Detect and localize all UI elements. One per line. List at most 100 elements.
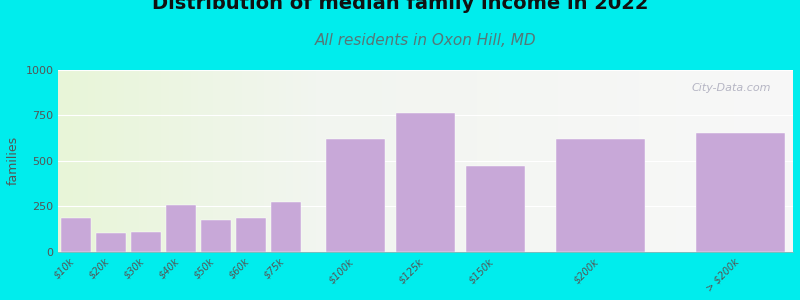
Bar bbox=[330, 70, 338, 251]
Bar bbox=[683, 70, 690, 251]
Bar bbox=[455, 70, 462, 251]
Bar bbox=[705, 70, 712, 251]
Bar bbox=[631, 70, 638, 251]
Bar bbox=[690, 70, 698, 251]
Bar bbox=[749, 70, 756, 251]
Bar bbox=[543, 70, 550, 251]
Bar bbox=[698, 70, 705, 251]
Bar bbox=[499, 70, 506, 251]
Bar bbox=[58, 70, 66, 251]
Bar bbox=[338, 70, 345, 251]
Bar bbox=[558, 70, 566, 251]
Bar bbox=[227, 70, 234, 251]
Bar bbox=[66, 70, 73, 251]
Bar bbox=[271, 202, 301, 251]
Bar bbox=[756, 70, 764, 251]
Bar bbox=[73, 70, 81, 251]
Bar bbox=[213, 70, 220, 251]
Bar bbox=[668, 70, 675, 251]
Bar bbox=[742, 70, 749, 251]
Bar bbox=[359, 70, 367, 251]
Bar bbox=[441, 70, 448, 251]
Bar bbox=[250, 70, 257, 251]
Bar bbox=[206, 70, 213, 251]
Bar bbox=[696, 134, 785, 251]
Bar bbox=[771, 70, 778, 251]
Bar bbox=[522, 70, 529, 251]
Bar bbox=[201, 220, 230, 251]
Bar bbox=[411, 70, 418, 251]
Bar bbox=[602, 70, 610, 251]
Bar bbox=[418, 70, 426, 251]
Bar bbox=[712, 70, 719, 251]
Bar bbox=[131, 232, 161, 251]
Bar bbox=[778, 70, 786, 251]
Bar bbox=[514, 70, 522, 251]
Bar bbox=[278, 70, 286, 251]
Bar bbox=[466, 166, 526, 251]
Bar bbox=[190, 70, 198, 251]
Bar bbox=[580, 70, 587, 251]
Bar bbox=[529, 70, 536, 251]
Bar bbox=[301, 70, 308, 251]
Bar bbox=[638, 70, 646, 251]
Bar bbox=[506, 70, 514, 251]
Bar bbox=[162, 70, 169, 251]
Bar bbox=[110, 70, 117, 251]
Text: City-Data.com: City-Data.com bbox=[691, 82, 771, 93]
Bar bbox=[536, 70, 543, 251]
Bar bbox=[448, 70, 455, 251]
Bar bbox=[242, 70, 250, 251]
Bar bbox=[556, 139, 646, 251]
Bar bbox=[146, 70, 154, 251]
Bar bbox=[367, 70, 374, 251]
Bar bbox=[323, 70, 330, 251]
Bar bbox=[117, 70, 125, 251]
Bar bbox=[470, 70, 477, 251]
Text: Distribution of median family income in 2022: Distribution of median family income in … bbox=[152, 0, 648, 13]
Bar bbox=[550, 70, 558, 251]
Bar bbox=[234, 70, 242, 251]
Bar bbox=[139, 70, 146, 251]
Bar bbox=[95, 70, 102, 251]
Bar bbox=[675, 70, 683, 251]
Y-axis label: families: families bbox=[7, 136, 20, 185]
Bar bbox=[198, 70, 206, 251]
Bar bbox=[96, 233, 126, 251]
Bar bbox=[426, 70, 433, 251]
Bar bbox=[315, 70, 323, 251]
Bar bbox=[661, 70, 668, 251]
Bar bbox=[727, 70, 734, 251]
Bar bbox=[396, 70, 404, 251]
Bar bbox=[617, 70, 624, 251]
Bar bbox=[81, 70, 88, 251]
Bar bbox=[610, 70, 617, 251]
Bar bbox=[264, 70, 271, 251]
Bar bbox=[176, 70, 183, 251]
Bar bbox=[236, 218, 266, 251]
Bar bbox=[654, 70, 661, 251]
Bar bbox=[492, 70, 499, 251]
Bar bbox=[382, 70, 389, 251]
Bar bbox=[404, 70, 411, 251]
Bar bbox=[587, 70, 594, 251]
Bar bbox=[132, 70, 139, 251]
Bar bbox=[477, 70, 485, 251]
Bar bbox=[326, 139, 386, 251]
Bar bbox=[154, 70, 162, 251]
Bar bbox=[125, 70, 132, 251]
Title: All residents in Oxon Hill, MD: All residents in Oxon Hill, MD bbox=[315, 33, 537, 48]
Bar bbox=[462, 70, 470, 251]
Bar bbox=[352, 70, 359, 251]
Bar bbox=[764, 70, 771, 251]
Bar bbox=[166, 205, 196, 251]
Bar bbox=[719, 70, 727, 251]
Bar bbox=[257, 70, 264, 251]
Bar bbox=[594, 70, 602, 251]
Bar bbox=[220, 70, 227, 251]
Bar bbox=[183, 70, 190, 251]
Bar bbox=[734, 70, 742, 251]
Bar bbox=[433, 70, 441, 251]
Bar bbox=[286, 70, 294, 251]
Bar bbox=[389, 70, 396, 251]
